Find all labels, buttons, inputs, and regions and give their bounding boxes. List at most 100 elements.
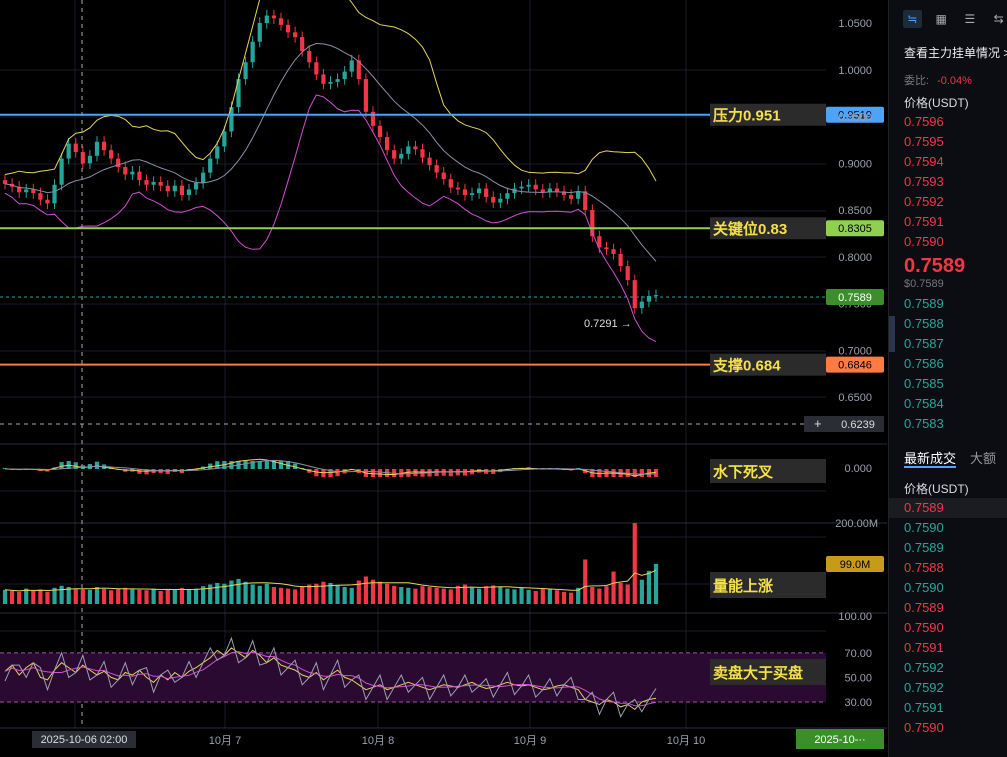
volume-bar: [144, 590, 149, 604]
level-price-tag: [826, 220, 884, 237]
candle-body: [264, 15, 269, 23]
tab-latest-trades[interactable]: 最新成交: [904, 448, 957, 468]
candle-body: [505, 193, 510, 199]
volume-bar: [455, 585, 460, 604]
volume-bar: [385, 583, 390, 604]
main-orders-link[interactable]: 查看主力挂单情况 >: [904, 46, 1007, 60]
volume-bar: [498, 586, 503, 604]
candle-body: [101, 141, 107, 151]
volume-bar: [229, 580, 234, 604]
volume-bar: [632, 523, 637, 604]
volume-bar: [257, 585, 262, 604]
candle-body: [38, 193, 43, 200]
candle-body: [370, 111, 376, 126]
volume-bar: [2, 589, 8, 604]
kdj-j-line: [4, 636, 657, 718]
volume-bar: [434, 587, 439, 604]
candle-body: [45, 199, 50, 204]
level-price-tag: [826, 106, 884, 123]
candle-body: [484, 188, 489, 197]
candle-body: [632, 280, 637, 309]
ask-price-row[interactable]: 0.7590: [904, 234, 944, 249]
candle-body: [123, 166, 128, 175]
candle-body: [215, 146, 220, 159]
volume-bar: [399, 586, 404, 604]
volume-bar: [17, 591, 22, 604]
candle-body: [151, 181, 156, 185]
y-axis-label: 1.0000: [838, 65, 872, 77]
bid-price-row[interactable]: 0.7588: [904, 316, 944, 331]
volume-bar: [597, 588, 602, 604]
macd-bar: [73, 462, 78, 469]
ask-price-row[interactable]: 0.7594: [904, 154, 944, 169]
ask-price-row[interactable]: 0.7592: [904, 194, 944, 209]
volume-bar: [561, 591, 567, 604]
macd-bar: [370, 469, 376, 477]
kdj-axis-label: 50.00: [844, 672, 872, 684]
bid-price-row[interactable]: 0.7584: [904, 396, 944, 411]
price-chart[interactable]: 压力0.951 0.9519 关键位0.83 0.8305 支撑0.684 0.6846 1…: [0, 0, 887, 757]
macd-bar: [264, 461, 269, 469]
volume-bar: [611, 571, 616, 604]
tab-large-trades[interactable]: 大额: [970, 451, 997, 466]
candle-body: [59, 158, 64, 185]
candle-body: [455, 187, 460, 190]
volume-bar: [363, 576, 368, 604]
bid-price-row[interactable]: 0.7585: [904, 376, 944, 391]
volume-bar: [101, 589, 107, 604]
volume-bar: [222, 583, 227, 604]
ask-price-row[interactable]: 0.7596: [904, 114, 944, 129]
volume-bar: [420, 586, 425, 604]
volume-bar: [526, 589, 531, 604]
volume-bar: [293, 589, 298, 604]
candle-body: [540, 189, 545, 193]
candle-body: [186, 189, 192, 196]
volume-bar: [179, 587, 185, 604]
last-time-tag: [796, 729, 884, 749]
ask-price-row[interactable]: 0.7593: [904, 174, 944, 189]
candle-body: [158, 181, 163, 186]
volume-bar: [24, 588, 29, 604]
volume-bar: [568, 592, 574, 604]
bid-price-row[interactable]: 0.7586: [904, 356, 944, 371]
macd-bar: [215, 461, 220, 469]
macd-bar: [377, 469, 383, 477]
volume-label-bg: [710, 572, 826, 598]
bid-price-row[interactable]: 0.7589: [904, 296, 944, 311]
tab-depth-icon[interactable]: ▦: [935, 12, 947, 26]
level-label: 压力0.951: [713, 107, 781, 125]
panel-collapse-handle[interactable]: [889, 316, 895, 352]
level-price-text: 0.9519: [838, 110, 872, 122]
candle-body: [377, 125, 383, 138]
macd-bar: [448, 469, 453, 477]
candle-body: [448, 179, 453, 188]
tab-orderbook-icon[interactable]: ≒: [903, 10, 922, 28]
current-price-tag: [826, 289, 884, 305]
candle-body: [278, 18, 284, 25]
candle-body: [137, 171, 142, 181]
bid-price-row[interactable]: 0.7583: [904, 416, 944, 431]
tab-list-icon[interactable]: ☰: [964, 12, 976, 26]
kdj-label-bg: [710, 659, 826, 685]
bid-price-row[interactable]: 0.7587: [904, 336, 944, 351]
y-axis-label: 0.9000: [838, 158, 872, 170]
volume-bar: [547, 589, 552, 604]
trade-row: 0.7591: [904, 640, 944, 655]
macd-bar: [2, 468, 8, 469]
ask-price-row[interactable]: 0.7595: [904, 134, 944, 149]
tab-switch-icon[interactable]: ⇆: [993, 12, 1004, 26]
candle-body: [385, 137, 390, 151]
candle-body: [73, 143, 78, 153]
macd-bar: [335, 469, 340, 477]
candle-body: [208, 158, 213, 173]
macd-signal: [4, 459, 657, 475]
candle-body: [618, 253, 623, 267]
trade-row: 0.7590: [904, 520, 944, 535]
candle-body: [109, 150, 114, 159]
volume-bar: [604, 586, 609, 604]
volume-bar: [264, 583, 269, 604]
volume-bar: [377, 581, 383, 604]
candle-body: [24, 189, 29, 193]
ask-price-row[interactable]: 0.7591: [904, 214, 944, 229]
candle-body: [498, 198, 503, 203]
